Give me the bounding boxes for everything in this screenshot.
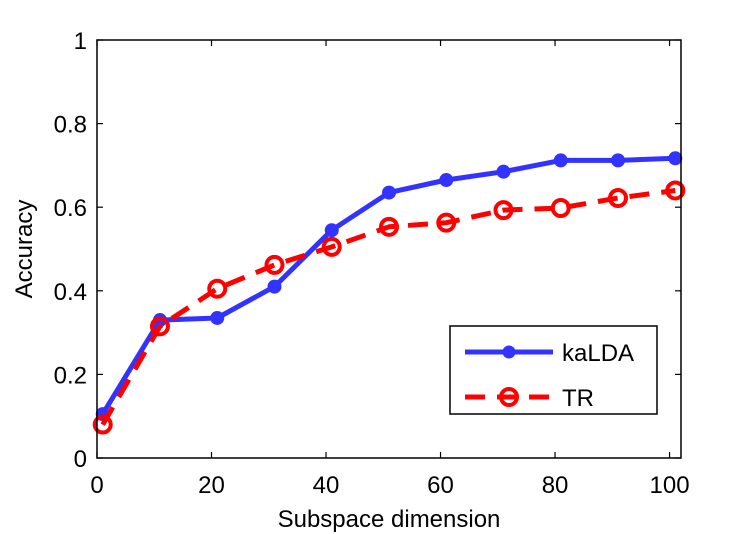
data-point-kalda	[496, 164, 511, 179]
data-point-tr	[665, 180, 686, 201]
data-point-tr	[379, 216, 399, 237]
series-line-tr	[100, 188, 676, 426]
data-point-tr	[92, 414, 113, 435]
x-axis: 0 20 40 60 80 100	[90, 40, 690, 499]
plot-content	[92, 151, 686, 435]
data-point-kalda	[439, 173, 454, 188]
y-axis-title: Accuracy	[11, 200, 38, 299]
data-point-tr	[436, 212, 457, 233]
x-axis-title: Subspace dimension	[278, 506, 501, 533]
y-tick-label: 0.2	[54, 362, 87, 389]
data-point-kalda	[324, 223, 339, 238]
legend-label-tr: TR	[562, 385, 594, 412]
x-tick-label: 40	[313, 472, 340, 499]
y-tick-label: 0.4	[54, 279, 87, 306]
x-tick-label: 0	[90, 472, 103, 499]
y-tick-label: 0.8	[54, 112, 87, 139]
data-point-kalda	[382, 185, 396, 200]
legend: kaLDA TR	[449, 325, 658, 415]
data-point-tr	[550, 198, 571, 219]
data-point-kalda	[553, 153, 568, 168]
data-point-tr	[493, 200, 514, 221]
y-axis: 0 0.2 0.4 0.6 0.8 1	[54, 28, 681, 473]
data-point-kalda	[668, 151, 683, 166]
x-tick-label: 80	[542, 472, 569, 499]
data-point-tr	[207, 278, 228, 299]
data-point-tr	[321, 236, 342, 257]
data-point-kalda	[267, 279, 282, 294]
data-point-tr	[264, 254, 285, 275]
x-tick-label: 60	[427, 472, 454, 499]
y-tick-label: 0	[74, 446, 87, 473]
x-tick-label: 20	[198, 472, 225, 499]
legend-marker-kalda	[502, 345, 516, 359]
data-point-kalda	[210, 310, 225, 325]
legend-label-kalda: kaLDA	[562, 340, 634, 367]
y-tick-label: 1	[74, 28, 87, 55]
plot-frame	[96, 39, 682, 459]
data-point-kalda	[611, 153, 626, 168]
data-point-tr	[608, 188, 629, 209]
x-tick-label: 100	[650, 472, 690, 499]
legend-marker-tr	[499, 387, 519, 407]
y-tick-label: 0.6	[54, 195, 87, 222]
data-point-tr	[149, 316, 170, 337]
